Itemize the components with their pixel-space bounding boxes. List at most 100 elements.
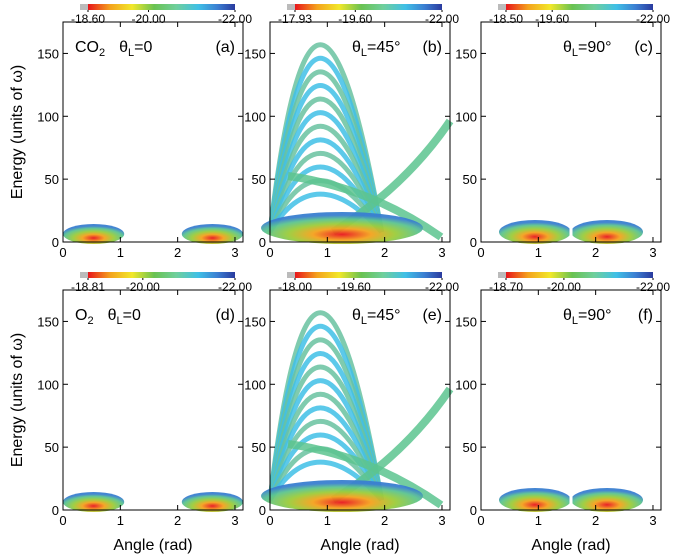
y-tick-label: 100: [37, 109, 59, 124]
panel-letter: (b): [422, 39, 442, 56]
contour-region: [63, 224, 125, 244]
theta-subscript: L: [361, 47, 367, 59]
x-axis-label: Angle (rad): [531, 537, 610, 554]
panel-annotation: θL=90°: [563, 39, 612, 59]
plot-frame: [269, 289, 451, 511]
theta-subscript: L: [128, 47, 134, 59]
contour-region: [499, 488, 571, 512]
y-axis-label: Energy (units of ω): [9, 65, 26, 199]
panel-letter: (f): [638, 307, 653, 324]
molecule: O: [75, 307, 87, 324]
colorbar-tick-label: -19.60: [535, 12, 569, 26]
panel-annotation: CO2 θL=0: [75, 39, 153, 59]
contour-region: [267, 164, 384, 234]
contour-region: [261, 212, 423, 244]
contour-region: [63, 492, 125, 512]
colorbar-tick-label: -20.00: [126, 280, 160, 294]
x-tick-label: 1: [324, 245, 331, 260]
y-tick-label: 50: [252, 440, 266, 455]
panel-letter: (a): [215, 39, 235, 56]
x-tick-label: 0: [266, 245, 273, 260]
contour-region: [571, 220, 643, 244]
y-tick-label: 50: [463, 172, 477, 187]
colorbar: [506, 4, 653, 10]
colorbar: [88, 4, 235, 10]
colorbar-tick-label: -18.00: [278, 280, 312, 294]
x-tick-label: 3: [231, 513, 238, 528]
colorbar-gray: [287, 4, 295, 10]
x-tick-label: 3: [649, 513, 656, 528]
plot-frame: [480, 289, 662, 511]
colorbar-tick-label: -22.00: [425, 280, 459, 294]
theta-value: =90°: [578, 39, 612, 56]
colorbar-tick-label: -22.00: [636, 12, 670, 26]
theta-symbol: θ: [563, 307, 572, 324]
y-tick-label: 100: [455, 109, 477, 124]
x-tick-label: 0: [59, 245, 66, 260]
colorbar: [295, 272, 442, 278]
y-tick-label: 0: [470, 503, 477, 518]
theta-symbol: θ: [352, 307, 361, 324]
molecule-subscript: 2: [87, 315, 93, 327]
plot-frame: [62, 289, 244, 511]
theta-value: =0: [123, 307, 141, 324]
x-tick-label: 2: [381, 245, 388, 260]
x-tick-label: 3: [438, 245, 445, 260]
theta-subscript: L: [116, 315, 122, 327]
colorbar: [506, 272, 653, 278]
colorbar-tick-label: -19.60: [338, 12, 372, 26]
panel: 0 1 2 3 0 50 100 150 -18.70 -20.00 -22.00 θL=90° (f)…: [455, 272, 670, 554]
x-tick-label: 2: [174, 245, 181, 260]
theta-symbol: θ: [352, 39, 361, 56]
y-tick-label: 150: [455, 314, 477, 329]
x-tick-label: 1: [535, 513, 542, 528]
panel-letter: (e): [422, 307, 442, 324]
x-tick-label: 3: [231, 245, 238, 260]
x-tick-label: 0: [266, 513, 273, 528]
y-tick-label: 100: [244, 377, 266, 392]
plot-frame: [62, 21, 244, 243]
y-tick-label: 150: [455, 46, 477, 61]
theta-subscript: L: [572, 315, 578, 327]
theta-subscript: L: [361, 315, 367, 327]
y-tick-label: 50: [463, 440, 477, 455]
contour-region: [261, 480, 423, 512]
x-tick-label: 1: [535, 245, 542, 260]
y-tick-label: 50: [45, 440, 59, 455]
theta-value: =90°: [578, 307, 612, 324]
colorbar-tick-label: -18.60: [71, 12, 105, 26]
theta-symbol: θ: [108, 307, 117, 324]
colorbar-tick-label: -18.50: [489, 12, 523, 26]
x-tick-label: 2: [174, 513, 181, 528]
theta-symbol: θ: [119, 39, 128, 56]
y-tick-label: 100: [244, 109, 266, 124]
panel-annotation: O2 θL=0: [75, 307, 141, 327]
x-tick-label: 0: [59, 513, 66, 528]
colorbar-tick-label: -22.00: [218, 12, 252, 26]
x-axis-label: Angle (rad): [320, 537, 399, 554]
x-tick-label: 2: [592, 513, 599, 528]
plot-frame: [480, 21, 662, 243]
y-tick-label: 150: [37, 46, 59, 61]
colorbar-gray: [287, 272, 295, 278]
colorbar-gray: [80, 4, 88, 10]
theta-value: =0: [134, 39, 152, 56]
colorbar-tick-label: -22.00: [218, 280, 252, 294]
colorbar-tick-label: -19.60: [337, 280, 371, 294]
panel: 0 1 2 3 0 50 100 150 -17.93 -19.60 -22.00 θL=45° (b): [244, 4, 459, 260]
colorbar-tick-label: -22.00: [425, 12, 459, 26]
colorbar-tick-label: -17.93: [278, 12, 312, 26]
x-tick-label: 3: [438, 513, 445, 528]
y-tick-label: 50: [45, 172, 59, 187]
y-tick-label: 150: [244, 314, 266, 329]
contour-region: [181, 224, 243, 244]
contour-region: [181, 492, 243, 512]
panel-letter: (c): [634, 39, 653, 56]
panel-annotation: θL=90°: [563, 307, 612, 327]
panel-letter: (d): [215, 307, 235, 324]
y-tick-label: 50: [252, 172, 266, 187]
y-tick-label: 0: [52, 235, 59, 250]
molecule-subscript: 2: [99, 47, 105, 59]
